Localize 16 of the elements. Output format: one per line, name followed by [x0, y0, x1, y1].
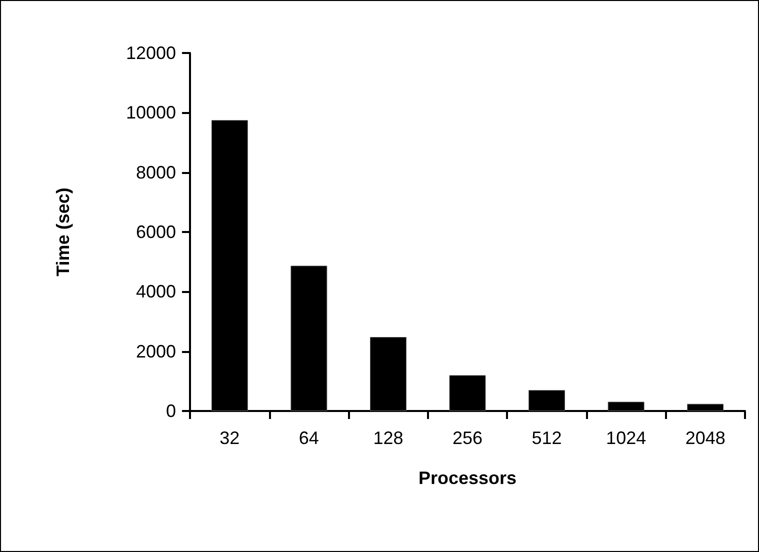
y-tick-label: 0	[166, 401, 176, 421]
x-tick-label: 2048	[685, 428, 726, 448]
y-tick-label: 4000	[136, 282, 176, 302]
x-axis-title: Processors	[418, 468, 517, 488]
x-tick-label: 32	[220, 428, 240, 448]
x-tick-label: 128	[373, 428, 404, 448]
y-tick-label: 12000	[126, 43, 176, 63]
y-axis-title: Time (sec)	[53, 188, 73, 276]
x-tick-label: 64	[298, 428, 319, 448]
y-tick-label: 8000	[136, 162, 176, 182]
y-tick-label: 10000	[126, 102, 176, 123]
y-tick-label: 2000	[136, 341, 176, 362]
x-tick-label: 1024	[606, 428, 646, 448]
x-tick-label: 512	[532, 428, 562, 448]
x-tick-label: 256	[452, 428, 483, 448]
y-tick-label: 6000	[136, 222, 176, 242]
